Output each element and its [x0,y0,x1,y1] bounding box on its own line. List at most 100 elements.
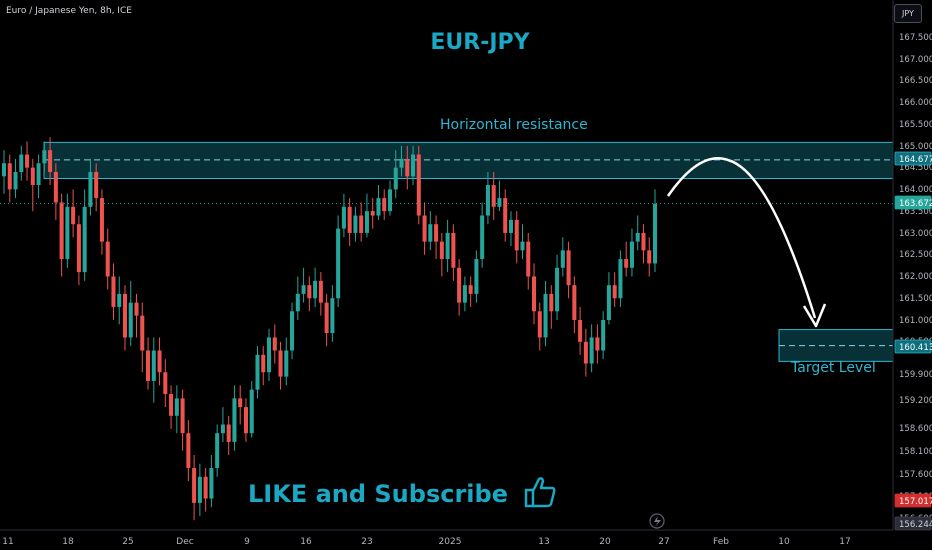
candle-body [261,354,266,373]
overlay-layer [0,157,893,529]
candle [301,267,306,303]
candle-body [532,276,537,312]
candle [278,341,283,390]
candle-body [174,398,179,416]
candle-body [647,250,652,264]
candle [25,141,30,181]
candle-body [411,154,416,177]
price-label-box [894,516,932,531]
candle [491,171,496,220]
candle [19,145,24,181]
candle-body [30,167,35,186]
candle [65,193,70,268]
candle [324,293,329,347]
candle-body [215,433,220,469]
candle-body [514,219,519,251]
y-tick-label: 159.900 [899,370,932,380]
currency-button[interactable]: JPY [894,4,922,23]
x-tick-label: 27 [658,537,669,547]
candle-body [480,215,485,260]
candle-body [42,150,47,164]
price-label: 163.672 [894,195,932,210]
candle [434,215,439,260]
x-tick-label: 11 [2,537,13,547]
candle-body [209,468,214,499]
candle [226,415,231,455]
candle-body [474,259,479,294]
candle [53,163,58,220]
candle [30,158,35,212]
candle [583,328,588,377]
candle-body [445,232,450,260]
candle [82,189,87,281]
candle-body [122,293,127,338]
symbol-header: Euro / Japanese Yen, 8h, ICE [6,6,132,16]
candle [462,276,467,312]
y-tick-label: 165.000 [899,142,932,152]
candle [641,224,646,264]
thumbs-up-icon [525,477,556,508]
candle [203,468,208,512]
candle-body [595,337,600,351]
candle-body [382,198,387,212]
candle-body [526,241,531,277]
resistance-zone [43,141,894,180]
candle-body [128,302,133,338]
candle [589,324,594,373]
candle-body [462,285,467,303]
target-zone [778,329,894,362]
candle-body [192,468,197,503]
candle [59,193,64,277]
candle [313,267,318,307]
candle [272,324,277,364]
candle [422,202,427,255]
candle [480,202,485,268]
x-tick-label: 13 [538,537,549,547]
candle-body [520,241,525,251]
candle [508,211,513,246]
candle [376,185,381,220]
candle [290,302,295,360]
candle-body [376,198,381,216]
candle [595,324,600,364]
y-tick-label: 167.000 [899,55,932,65]
price-label-box [894,493,932,508]
candle [13,158,18,199]
lightning-icon-bolt [654,516,661,527]
candle [485,171,490,225]
candle [215,424,220,477]
candle-body [578,320,583,342]
candle [117,276,122,325]
candle-body [255,354,260,390]
candle [635,215,640,251]
candle [36,154,41,199]
y-axis[interactable]: 167.500 167.000 166.500 166.000 165.500 165.0… [892,0,932,550]
candle-body [387,189,393,212]
candles-layer [1,137,658,521]
candle-body [560,250,565,268]
zones-layer [43,141,894,362]
candle [618,250,623,307]
lightning-icon[interactable] [649,513,665,529]
candle [468,276,473,307]
candle-body [549,293,554,312]
y-tick-label: 162.500 [899,250,932,260]
candle-body [186,433,191,469]
candle-body [169,394,174,416]
candle-body [278,350,283,377]
candle-body [59,202,64,260]
x-tick-label: Feb [713,537,729,547]
candle-body [99,198,104,242]
candle-body [359,215,364,233]
candle-body [428,224,433,242]
candle [612,272,617,307]
price-label: 160.413 [894,339,932,354]
price-label-box [894,151,932,166]
x-axis[interactable]: 11 18 25 Dec 9 16 23 2025 13 20 27 Feb 10 17 [0,529,893,547]
candle [532,263,537,325]
candle-body [203,476,208,499]
price-label-box [894,195,932,210]
candle [99,189,104,255]
